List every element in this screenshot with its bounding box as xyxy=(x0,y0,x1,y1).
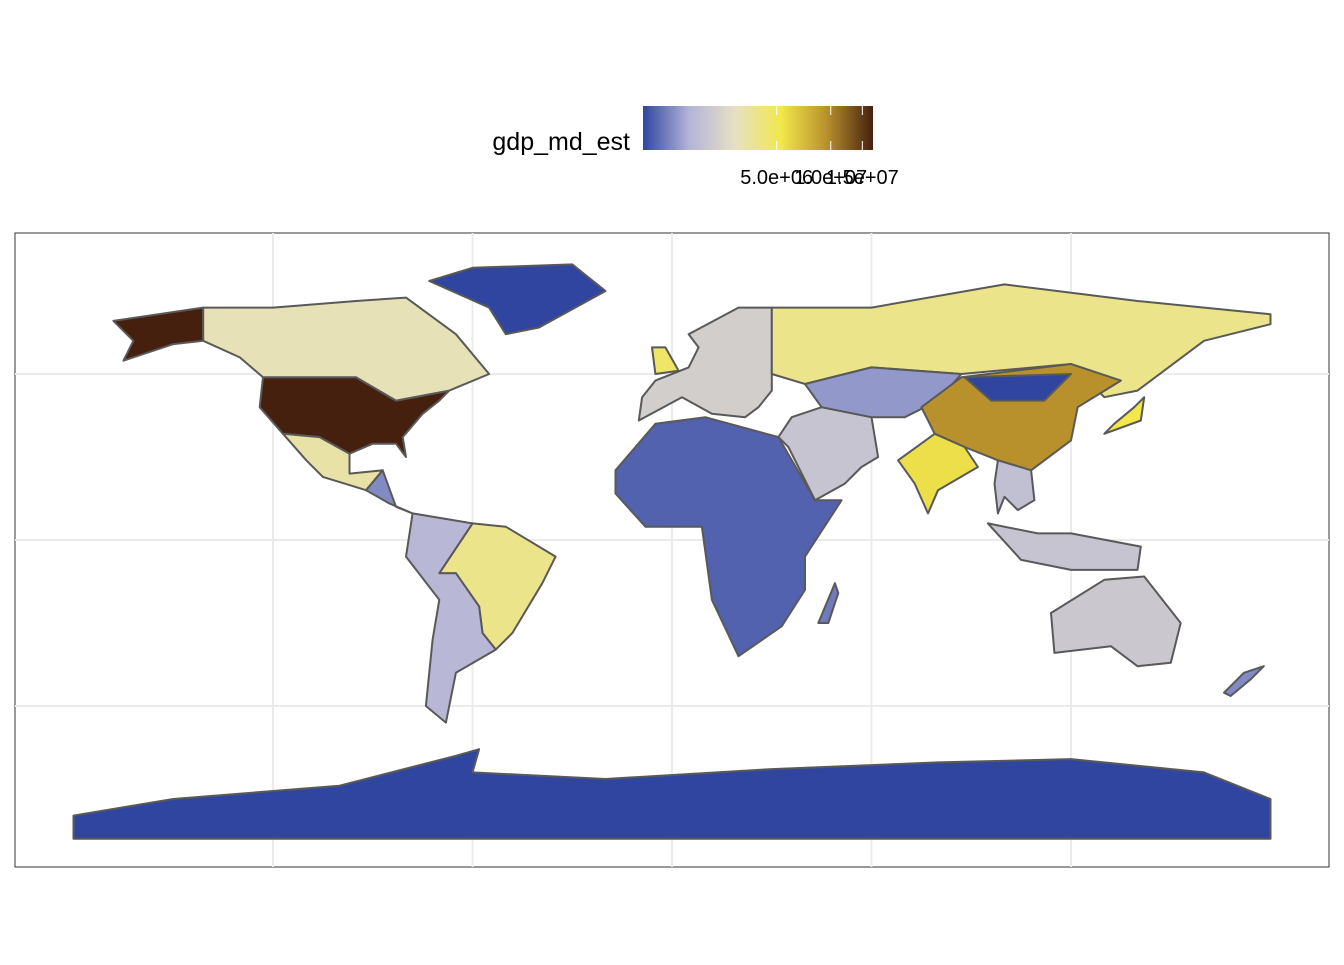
country xyxy=(986,522,1142,571)
legend-colorbar xyxy=(643,106,873,150)
country xyxy=(1103,396,1146,435)
country xyxy=(897,432,979,515)
legend-tick-label: 1.0e+07 xyxy=(794,167,867,189)
legend-ticks: 5.0e+061.0e+071.5e+07 xyxy=(740,106,899,189)
country xyxy=(1223,665,1265,697)
country xyxy=(405,512,497,724)
country xyxy=(963,373,1072,402)
country xyxy=(993,459,1036,515)
country xyxy=(817,582,840,624)
country xyxy=(1050,575,1182,668)
country xyxy=(637,306,773,422)
country xyxy=(614,416,843,658)
country xyxy=(202,296,491,402)
legend-title: gdp_md_est xyxy=(492,128,630,156)
legend-tick-label: 1.5e+07 xyxy=(826,167,899,189)
country xyxy=(777,406,880,502)
country xyxy=(365,469,414,515)
countries xyxy=(72,263,1272,840)
country xyxy=(428,263,607,336)
country xyxy=(72,748,1272,840)
country xyxy=(651,346,680,375)
legend-tick-label: 5.0e+06 xyxy=(740,167,813,189)
